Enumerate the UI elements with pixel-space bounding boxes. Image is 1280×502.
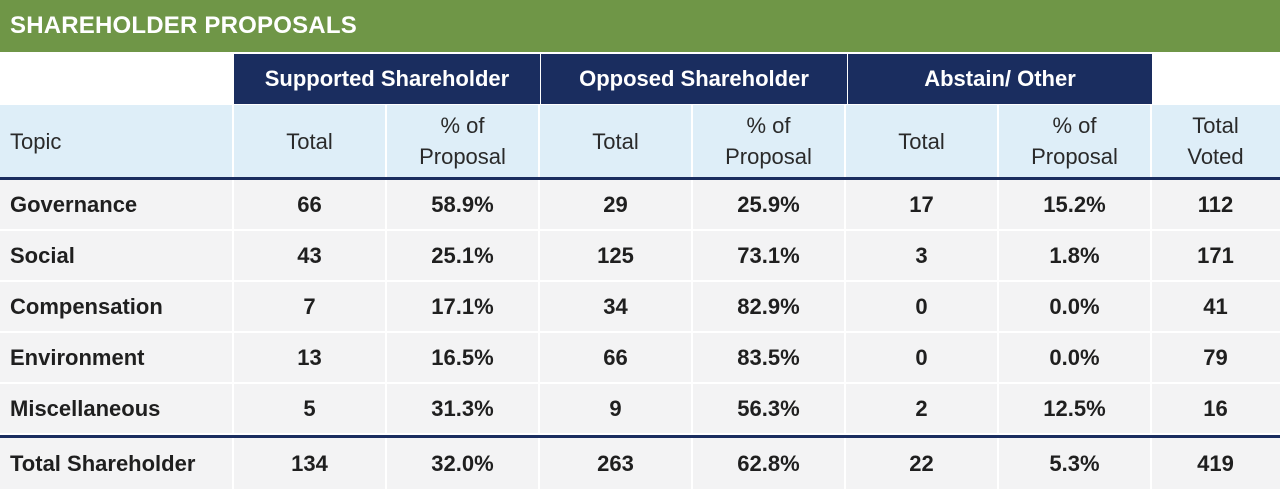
cell-abstain-pct: 1.8% <box>999 231 1152 280</box>
group-header-abstain: Abstain/ Other <box>848 54 1152 104</box>
header-supported-pct: % of Proposal <box>387 105 540 177</box>
cell-supported-pct: 16.5% <box>387 333 540 382</box>
cell-opposed-pct: 62.8% <box>693 438 846 489</box>
header-topic: Topic <box>0 105 234 177</box>
cell-topic: Compensation <box>0 282 234 331</box>
cell-abstain-total: 22 <box>846 438 999 489</box>
cell-supported-pct: 32.0% <box>387 438 540 489</box>
cell-opposed-total: 9 <box>540 384 693 433</box>
cell-supported-total: 134 <box>234 438 387 489</box>
cell-abstain-total: 0 <box>846 282 999 331</box>
group-header-opposed: Opposed Shareholder <box>541 54 847 104</box>
group-header-blank-right <box>1152 52 1279 105</box>
cell-opposed-total: 263 <box>540 438 693 489</box>
group-header-blank <box>0 52 234 105</box>
cell-supported-pct: 31.3% <box>387 384 540 433</box>
table-row: Miscellaneous 5 31.3% 9 56.3% 2 12.5% 16 <box>0 384 1280 435</box>
table-row: Environment 13 16.5% 66 83.5% 0 0.0% 79 <box>0 333 1280 384</box>
header-opposed-total: Total <box>540 105 693 177</box>
group-header-supported: Supported Shareholder <box>234 54 540 104</box>
cell-supported-pct: 25.1% <box>387 231 540 280</box>
cell-total-voted: 171 <box>1197 242 1234 268</box>
cell-abstain-pct: 0.0% <box>999 282 1152 331</box>
cell-opposed-pct: 83.5% <box>693 333 846 382</box>
cell-supported-pct: 17.1% <box>387 282 540 331</box>
cell-abstain-total: 3 <box>846 231 999 280</box>
table-row: Social 43 25.1% 125 73.1% 3 1.8% 171 <box>0 231 1280 282</box>
cell-opposed-total: 29 <box>540 180 693 229</box>
cell-supported-total: 43 <box>234 231 387 280</box>
cell-total-voted: 112 <box>1197 191 1234 217</box>
cell-supported-total: 7 <box>234 282 387 331</box>
header-abstain-pct: % of Proposal <box>999 105 1152 177</box>
cell-opposed-total: 34 <box>540 282 693 331</box>
table-row: Compensation 7 17.1% 34 82.9% 0 0.0% 41 <box>0 282 1280 333</box>
header-total-voted: Total Voted <box>1187 113 1244 169</box>
cell-supported-total: 66 <box>234 180 387 229</box>
table-grid: Supported Shareholder Opposed Shareholde… <box>0 52 1280 489</box>
cell-supported-pct: 58.9% <box>387 180 540 229</box>
cell-opposed-pct: 82.9% <box>693 282 846 331</box>
cell-abstain-pct: 15.2% <box>999 180 1152 229</box>
cell-opposed-pct: 56.3% <box>693 384 846 433</box>
sub-header-row: Topic Total % of Proposal Total % of Propo… <box>0 105 1280 180</box>
cell-abstain-pct: 0.0% <box>999 333 1152 382</box>
header-opposed-pct: % of Proposal <box>693 105 846 177</box>
cell-abstain-total: 17 <box>846 180 999 229</box>
cell-total-voted: 16 <box>1203 395 1228 421</box>
cell-supported-total: 5 <box>234 384 387 433</box>
cell-topic: Total Shareholder <box>0 438 234 489</box>
cell-supported-total: 13 <box>234 333 387 382</box>
header-abstain-total: Total <box>846 105 999 177</box>
cell-abstain-total: 2 <box>846 384 999 433</box>
cell-total-voted: 419 <box>1197 450 1234 476</box>
cell-opposed-pct: 73.1% <box>693 231 846 280</box>
cell-abstain-pct: 12.5% <box>999 384 1152 433</box>
group-header-row: Supported Shareholder Opposed Shareholde… <box>0 52 1280 105</box>
cell-topic: Social <box>0 231 234 280</box>
header-supported-total: Total <box>234 105 387 177</box>
cell-topic: Environment <box>0 333 234 382</box>
cell-opposed-pct: 25.9% <box>693 180 846 229</box>
total-row: Total Shareholder 134 32.0% 263 62.8% 22… <box>0 435 1280 489</box>
cell-total-voted: 41 <box>1203 293 1228 319</box>
cell-opposed-total: 125 <box>540 231 693 280</box>
cell-opposed-total: 66 <box>540 333 693 382</box>
table-title: SHAREHOLDER PROPOSALS <box>0 0 1280 52</box>
cell-total-voted: 79 <box>1203 344 1228 370</box>
cell-abstain-total: 0 <box>846 333 999 382</box>
table-row: Governance 66 58.9% 29 25.9% 17 15.2% 11… <box>0 180 1280 231</box>
cell-abstain-pct: 5.3% <box>999 438 1152 489</box>
cell-topic: Miscellaneous <box>0 384 234 433</box>
cell-topic: Governance <box>0 180 234 229</box>
